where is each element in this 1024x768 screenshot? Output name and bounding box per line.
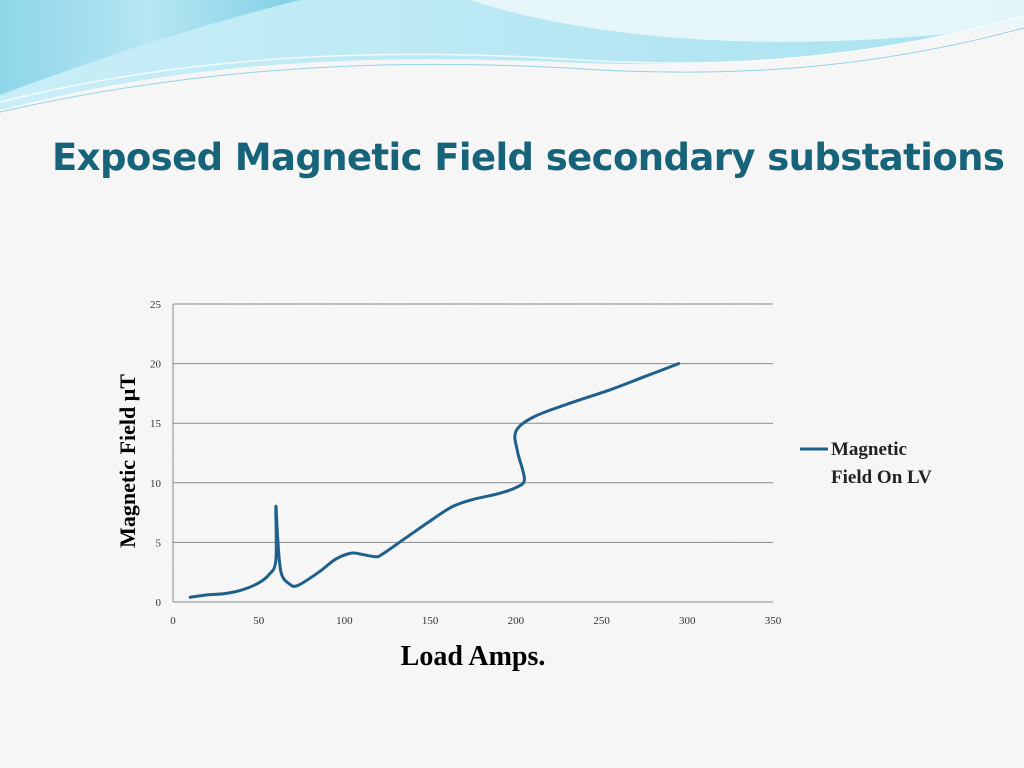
x-tick-label-200: 200 xyxy=(508,615,525,627)
y-tick-label-15: 15 xyxy=(150,418,162,430)
y-tick-label-0: 0 xyxy=(156,597,162,609)
wave-highlight xyxy=(0,0,1024,42)
x-tick-labels: 0 50 100 150 200 250 300 350 xyxy=(170,615,782,627)
x-tick-label-300: 300 xyxy=(679,615,696,627)
y-axis-label: Magnetic Field μT xyxy=(115,374,140,548)
x-tick-label-100: 100 xyxy=(336,615,353,627)
series-line-magnetic-field-on-lv xyxy=(188,362,681,599)
legend-label-line: Magnetic xyxy=(831,439,907,460)
y-tick-labels: 0 5 10 15 20 25 xyxy=(150,299,162,609)
line-chart: 0 5 10 15 20 25 0 50 100 150 200 250 300 350 Load Am… xyxy=(115,299,932,672)
x-tick-label-350: 350 xyxy=(765,615,782,627)
legend-label-line: Field On LV xyxy=(831,467,932,488)
y-tick-label-25: 25 xyxy=(150,299,162,311)
wave-line xyxy=(0,15,1024,103)
header-wave-decoration xyxy=(0,0,1024,113)
x-tick-label-250: 250 xyxy=(593,615,610,627)
grid-lines xyxy=(173,303,773,603)
y-tick-label-20: 20 xyxy=(150,359,162,371)
x-tick-label-0: 0 xyxy=(170,615,176,627)
legend-label: Magnetic Field On LV xyxy=(831,439,932,488)
legend: Magnetic Field On LV xyxy=(800,439,932,488)
y-tick-label-10: 10 xyxy=(150,478,162,490)
x-tick-label-50: 50 xyxy=(253,615,265,627)
y-tick-label-5: 5 xyxy=(156,537,162,549)
wave-line-2 xyxy=(0,27,1024,113)
x-axis-label: Load Amps. xyxy=(401,641,546,672)
slide-title: Exposed Magnetic Field secondary substat… xyxy=(52,136,1005,179)
x-tick-label-150: 150 xyxy=(422,615,439,627)
wave-front xyxy=(0,0,300,95)
